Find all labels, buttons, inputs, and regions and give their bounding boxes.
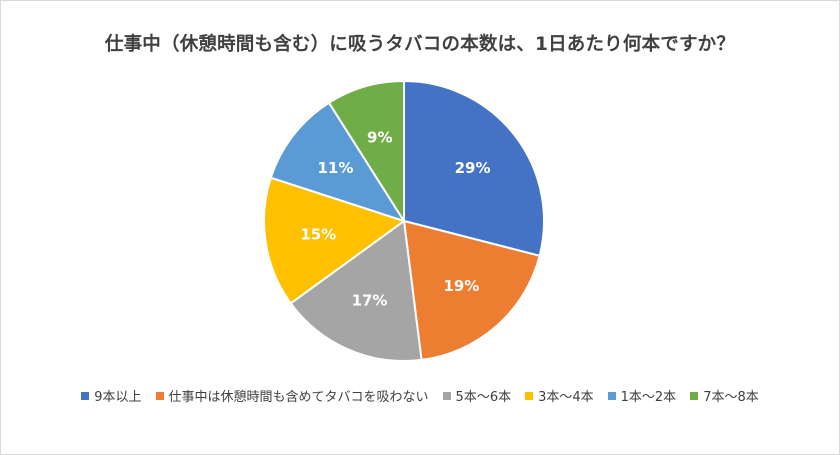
slice-data-label-1: 19% <box>443 277 479 295</box>
pie-slice-5 <box>327 79 405 225</box>
legend-swatch <box>525 391 534 400</box>
legend-swatch <box>81 391 90 400</box>
legend-label: 1本～2本 <box>620 390 677 405</box>
legend-item-5: 7本～8本 <box>690 386 759 405</box>
legend-label: 7本～8本 <box>703 390 759 405</box>
legend-swatch <box>442 391 451 400</box>
legend-swatch <box>607 391 616 400</box>
legend-item-2: 5本～6本 <box>442 386 512 405</box>
pie-slice-4 <box>269 101 407 223</box>
pie-slice-3 <box>263 176 407 305</box>
slice-data-label-2: 17% <box>352 292 388 310</box>
pie-slice-0 <box>403 79 545 258</box>
legend-label: 5本～6本 <box>455 390 512 405</box>
pie-slice-1 <box>402 219 541 362</box>
legend-label: 仕事中は休憩時間も含めてタバコを吸わない <box>168 390 429 405</box>
legend-swatch <box>155 391 164 400</box>
slice-data-label-5: 9% <box>367 129 392 147</box>
slice-data-label-4: 11% <box>317 159 353 177</box>
legend-item-3: 3本～4本 <box>525 386 594 405</box>
legend-swatch <box>690 391 699 400</box>
legend-item-1: 仕事中は休憩時間も含めてタバコを吸わない <box>155 386 429 405</box>
legend-label: 9本以上 <box>94 390 142 405</box>
legend-label: 3本～4本 <box>538 390 594 405</box>
slice-data-label-0: 29% <box>455 159 491 177</box>
legend-item-4: 1本～2本 <box>607 386 677 405</box>
legend-item-0: 9本以上 <box>81 386 142 405</box>
chart-title: 仕事中（休憩時間も含む）に吸うタバコの本数は、1日あたり何本ですか？ <box>104 34 736 55</box>
pie-slice-2 <box>289 219 423 362</box>
legend: 9本以上 仕事中は休憩時間も含めてタバコを吸わない 5本～6本 3本～4本 1本～2本 7… <box>0 386 840 405</box>
slice-data-label-3: 15% <box>300 226 336 244</box>
